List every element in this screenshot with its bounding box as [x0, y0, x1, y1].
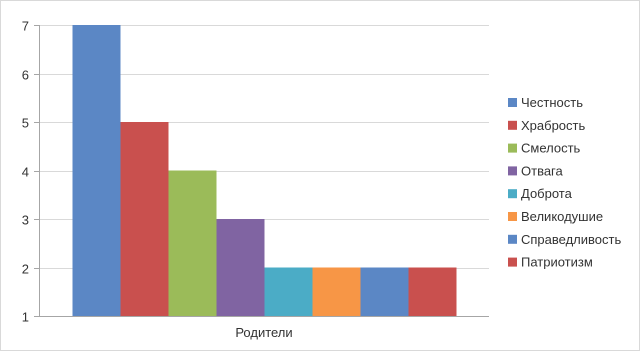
bar-5 [264, 267, 313, 316]
legend-label: Храбрость [521, 118, 585, 133]
bar-7 [360, 267, 409, 316]
bar-6 [312, 267, 361, 316]
bar-8 [408, 267, 457, 316]
legend-label: Великодушие [521, 209, 603, 224]
x-category-label: Родители [235, 325, 292, 340]
y-tick-label: 2 [22, 262, 29, 277]
legend-label: Справедливость [521, 232, 621, 247]
legend-label: Отвага [521, 163, 564, 178]
bar-3 [168, 170, 217, 316]
legend-label: Доброта [521, 186, 573, 201]
legend-label: Патриотизм [521, 255, 593, 270]
legend-label: Смелость [521, 141, 581, 156]
legend-swatch [508, 120, 517, 130]
legend-swatch [508, 234, 517, 244]
y-tick-label: 1 [22, 310, 29, 325]
y-tick-label: 4 [22, 165, 29, 180]
y-tick-label: 3 [22, 213, 29, 228]
bars [72, 25, 457, 316]
y-tick-label: 7 [22, 19, 29, 34]
legend-swatch [508, 257, 517, 267]
legend-label: Честность [521, 95, 583, 110]
legend-swatch [508, 166, 517, 176]
legend-swatch [508, 98, 517, 107]
y-tick-label: 6 [22, 68, 29, 83]
axes: 1 2 3 4 5 6 7 Родители [22, 19, 489, 340]
y-tick-label: 5 [22, 116, 29, 131]
bar-4 [216, 219, 265, 316]
bar-2 [120, 122, 169, 316]
legend-swatch [508, 143, 517, 153]
legend-swatch [508, 189, 517, 199]
legend: Честность Храбрость Смелость Отвага Доброта В… [508, 95, 621, 270]
legend-swatch [508, 212, 517, 221]
bar-1 [72, 25, 121, 316]
